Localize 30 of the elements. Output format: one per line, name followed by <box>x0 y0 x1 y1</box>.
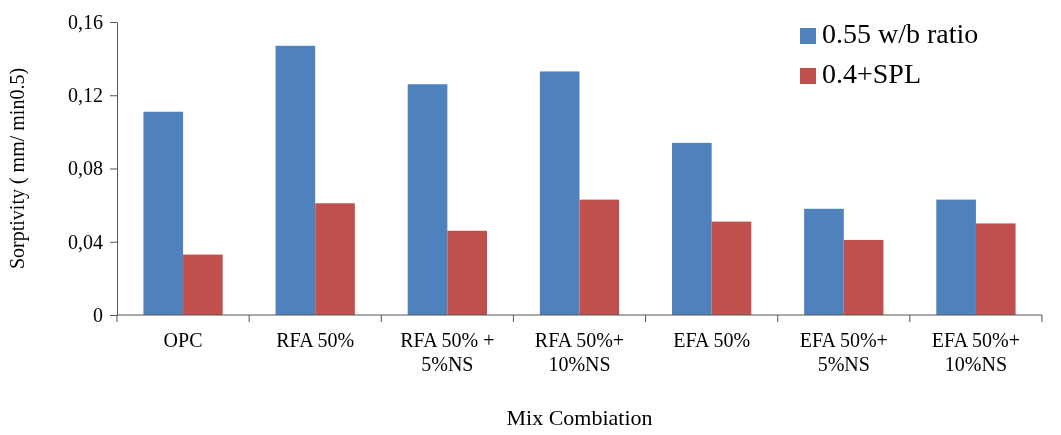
legend-label: 0.4+SPL <box>822 58 922 89</box>
x-tick-label: EFA 50%+ 10%NS <box>931 329 1020 375</box>
bar <box>711 221 752 315</box>
y-tick-label: 0,04 <box>68 230 103 253</box>
x-tick-label: RFA 50%+ 10%NS <box>534 329 625 375</box>
bar <box>804 208 844 315</box>
bar <box>447 230 487 315</box>
bar <box>843 239 884 315</box>
x-tick-label: EFA 50% <box>673 329 751 351</box>
y-axis-title: Sorptivity ( mm/ min0.5) <box>6 67 29 270</box>
bar <box>275 45 316 315</box>
x-tick-label: RFA 50% <box>276 329 355 351</box>
bar <box>183 254 223 315</box>
y-tick-label: 0,12 <box>68 84 103 107</box>
bar <box>672 142 712 315</box>
bar <box>143 111 184 315</box>
x-tick-label: RFA 50% + 5%NS <box>400 329 495 375</box>
y-tick-label: 0,16 <box>68 10 103 33</box>
bar <box>315 203 355 315</box>
bar <box>579 199 620 315</box>
bar <box>975 223 1016 315</box>
legend-label: 0.55 w/b ratio <box>822 18 979 49</box>
x-tick-label: EFA 50%+ 5%NS <box>799 329 888 375</box>
y-tick-label: 0 <box>93 303 103 326</box>
y-tick-label: 0,08 <box>68 157 103 180</box>
bar <box>407 84 448 315</box>
bar <box>936 199 976 315</box>
x-axis-title: Mix Combiation <box>506 405 653 430</box>
bar <box>539 71 580 315</box>
x-tick-label: OPC <box>163 329 203 351</box>
